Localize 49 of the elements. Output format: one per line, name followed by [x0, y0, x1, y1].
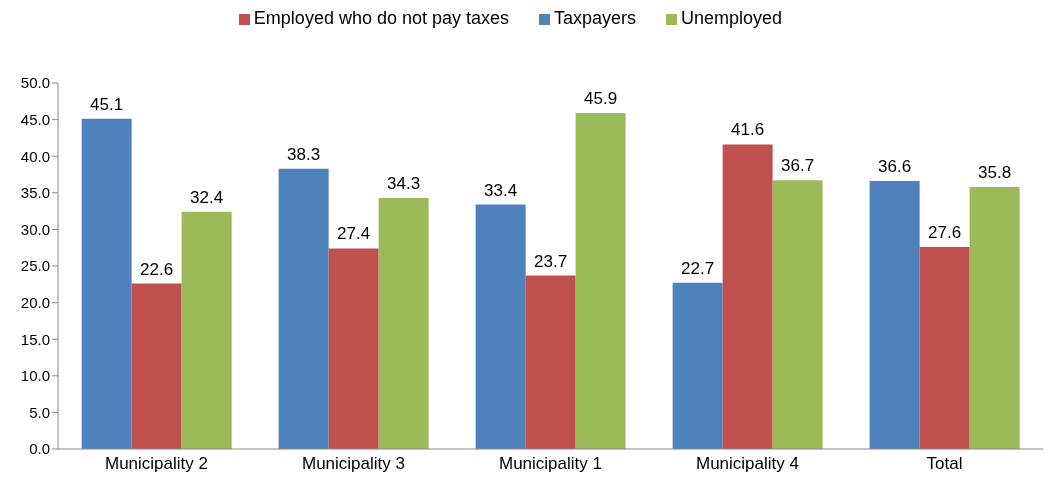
y-tick-label: 20.0 [20, 293, 50, 311]
data-label: 36.7 [781, 156, 815, 176]
bar [278, 168, 329, 449]
data-label: 27.6 [928, 222, 962, 242]
bar [131, 283, 182, 449]
data-label: 33.4 [484, 180, 518, 200]
y-tick-label: 0.0 [29, 440, 50, 458]
bar [181, 211, 232, 449]
bar [575, 113, 626, 449]
legend-label: Employed who do not pay taxes [253, 8, 510, 28]
bar [722, 144, 773, 449]
data-label: 32.4 [190, 187, 224, 207]
y-tick-label: 15.0 [20, 330, 50, 348]
x-tick-label: Municipality 2 [105, 454, 208, 474]
x-tick-label: Municipality 1 [499, 454, 602, 474]
x-tick-label: Municipality 4 [696, 454, 799, 474]
bar [525, 275, 576, 449]
y-tick-label: 40.0 [20, 147, 50, 165]
x-tick-label: Total [926, 454, 963, 474]
data-label: 36.6 [878, 157, 912, 177]
data-label: 27.4 [337, 224, 371, 244]
bar [969, 186, 1020, 449]
y-tick-label: 45.0 [20, 110, 50, 128]
data-label: 35.8 [978, 162, 1012, 182]
bar [672, 282, 723, 449]
bar [869, 181, 920, 449]
data-label: 23.7 [534, 251, 568, 271]
bar [475, 204, 526, 449]
data-label: 22.7 [681, 258, 715, 278]
y-tick-label: 50.0 [20, 74, 50, 92]
data-label: 45.9 [584, 89, 618, 109]
y-tick-label: 30.0 [20, 220, 50, 238]
bar [919, 246, 970, 449]
bar [81, 118, 132, 449]
y-tick-label: 35.0 [20, 184, 50, 202]
y-tick-label: 25.0 [20, 257, 50, 275]
y-tick-label: 10.0 [20, 367, 50, 385]
data-label: 45.1 [90, 94, 124, 114]
legend-label: Unemployed [681, 8, 783, 28]
legend-label: Taxpayers [554, 8, 637, 28]
x-tick-label: Municipality 3 [302, 454, 405, 474]
y-tick-label: 5.0 [29, 403, 50, 421]
bar [328, 248, 379, 449]
bar [378, 197, 429, 449]
data-label: 38.3 [287, 144, 321, 164]
data-label: 22.6 [140, 259, 174, 279]
data-label: 34.3 [387, 173, 421, 193]
bar [772, 180, 823, 449]
data-label: 41.6 [731, 120, 765, 140]
